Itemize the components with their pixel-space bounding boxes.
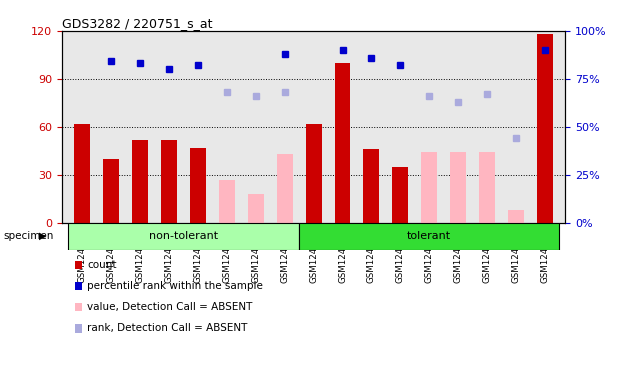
Text: GDS3282 / 220751_s_at: GDS3282 / 220751_s_at bbox=[62, 17, 212, 30]
Bar bbox=[306, 124, 322, 223]
Text: tolerant: tolerant bbox=[407, 231, 451, 241]
Bar bbox=[392, 167, 408, 223]
Bar bbox=[277, 154, 292, 223]
Bar bbox=[508, 210, 524, 223]
Bar bbox=[132, 139, 148, 223]
Bar bbox=[479, 152, 495, 223]
Bar bbox=[161, 139, 177, 223]
Bar bbox=[248, 194, 264, 223]
Bar bbox=[450, 152, 466, 223]
Text: specimen: specimen bbox=[3, 231, 53, 241]
Text: count: count bbox=[87, 260, 117, 270]
Text: rank, Detection Call = ABSENT: rank, Detection Call = ABSENT bbox=[87, 323, 247, 333]
Bar bbox=[299, 223, 560, 250]
Text: ▶: ▶ bbox=[39, 231, 47, 241]
Text: percentile rank within the sample: percentile rank within the sample bbox=[87, 281, 263, 291]
Text: value, Detection Call = ABSENT: value, Detection Call = ABSENT bbox=[87, 302, 252, 312]
Bar bbox=[537, 34, 553, 223]
Bar bbox=[68, 223, 299, 250]
Bar bbox=[421, 152, 437, 223]
Bar bbox=[190, 147, 206, 223]
Bar bbox=[363, 149, 379, 223]
Bar bbox=[335, 63, 350, 223]
Bar bbox=[219, 180, 235, 223]
Text: non-tolerant: non-tolerant bbox=[149, 231, 218, 241]
Bar bbox=[75, 124, 90, 223]
Bar bbox=[103, 159, 119, 223]
